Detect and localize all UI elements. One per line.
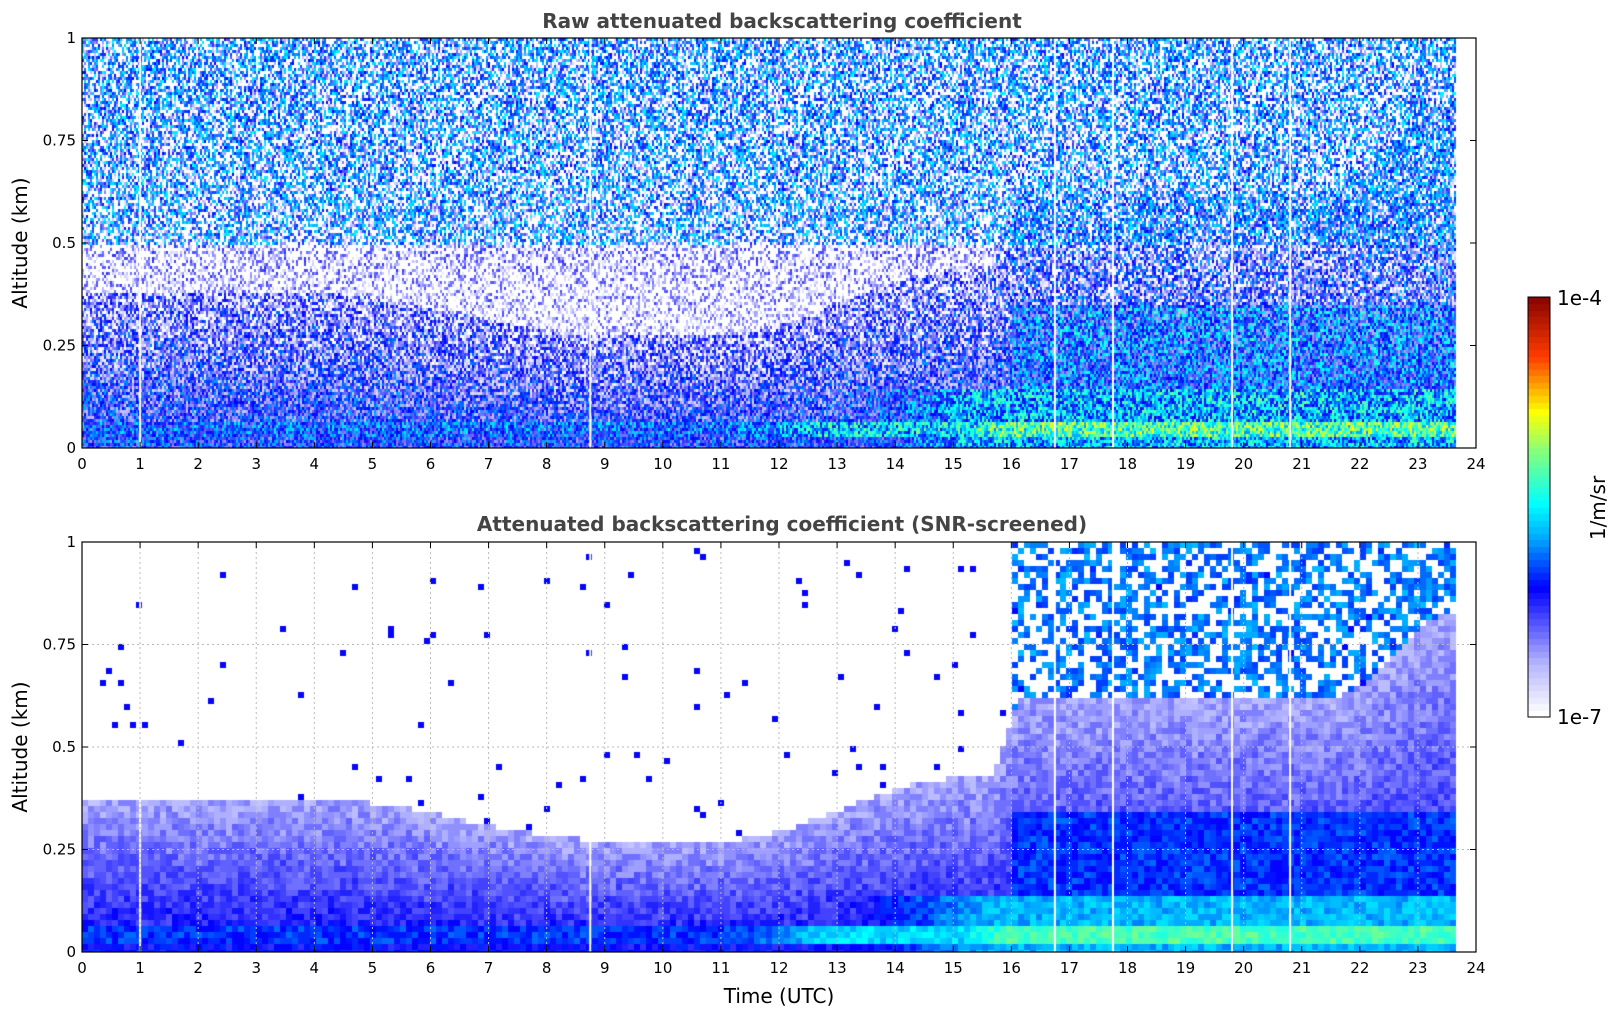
x-tick-label: 21: [1292, 959, 1311, 977]
x-tick-label: 14: [886, 455, 905, 473]
x-tick-label: 14: [886, 959, 905, 977]
y-tick-label: 0.5: [52, 738, 76, 756]
x-tick-label: 3: [251, 455, 261, 473]
x-tick-label: 19: [1176, 455, 1195, 473]
x-tick-label: 4: [310, 455, 320, 473]
colorbar-gradient: [1528, 297, 1550, 717]
x-tick-label: 18: [1118, 959, 1137, 977]
x-tick-label: 9: [600, 455, 610, 473]
x-tick-label: 20: [1234, 959, 1253, 977]
x-tick-label: 15: [944, 455, 963, 473]
x-tick-label: 13: [828, 455, 847, 473]
x-tick-label: 12: [769, 959, 788, 977]
x-tick-label: 10: [653, 959, 672, 977]
x-tick-label: 11: [711, 455, 730, 473]
x-tick-label: 15: [944, 959, 963, 977]
colorbar-min-label: 1e-7: [1557, 705, 1602, 729]
panel-snr-ticks: 0 1 2 3 4 5 6 7 8 9 10 11 12 13 14 15 16 17 18 19 20 21 22 23 24…: [43, 533, 1486, 977]
x-tick-label: 7: [484, 959, 494, 977]
panel-snr-ylabel: Altitude (km): [8, 681, 32, 812]
colorbar-max-label: 1e-4: [1557, 286, 1602, 310]
y-tick-label: 0.25: [43, 337, 76, 355]
x-tick-label: 2: [193, 959, 203, 977]
y-tick-label: 0.5: [52, 234, 76, 252]
panel-raw-ticks: 0 1 2 3 4 5 6 7 8 9 10 11 12 13 14 15 16 17 18 19 20 21 22 23 24…: [43, 29, 1486, 473]
panel-snr-grid: [82, 542, 1476, 952]
y-tick-label: 1: [66, 533, 76, 551]
colorbar-frame: [1527, 296, 1551, 718]
x-tick-label: 1: [135, 455, 145, 473]
y-tick-label: 0: [66, 943, 76, 961]
colorbar: 1e-4 1e-7 1/m/sr: [1527, 286, 1610, 729]
x-tick-label: 7: [484, 455, 494, 473]
x-tick-label: 6: [426, 455, 436, 473]
x-tick-label: 17: [1060, 455, 1079, 473]
colorbar-unit-label: 1/m/sr: [1586, 475, 1610, 540]
x-tick-label: 24: [1466, 959, 1485, 977]
x-tick-label: 6: [426, 959, 436, 977]
x-tick-label: 23: [1408, 959, 1427, 977]
panel-raw-ylabel: Altitude (km): [8, 177, 32, 308]
x-axis-label: Time (UTC): [723, 984, 835, 1008]
x-tick-label: 18: [1118, 455, 1137, 473]
x-tick-label: 0: [77, 455, 87, 473]
x-tick-label: 0: [77, 959, 87, 977]
y-tick-label: 1: [66, 29, 76, 47]
x-tick-label: 5: [368, 959, 378, 977]
panel-raw-image: [82, 38, 1476, 448]
panel-snr: Attenuated backscattering coefficient (S…: [8, 512, 1486, 1008]
x-tick-label: 8: [542, 455, 552, 473]
x-tick-label: 12: [769, 455, 788, 473]
x-tick-label: 13: [828, 959, 847, 977]
x-tick-label: 22: [1350, 455, 1369, 473]
x-tick-label: 11: [711, 959, 730, 977]
y-tick-label: 0.25: [43, 841, 76, 859]
x-tick-label: 9: [600, 959, 610, 977]
x-tick-label: 20: [1234, 455, 1253, 473]
x-tick-label: 16: [1002, 455, 1021, 473]
x-tick-label: 22: [1350, 959, 1369, 977]
y-tick-label: 0.75: [43, 132, 76, 150]
x-tick-label: 8: [542, 959, 552, 977]
x-tick-label: 5: [368, 455, 378, 473]
x-tick-label: 17: [1060, 959, 1079, 977]
panel-raw-title: Raw attenuated backscattering coefficien…: [542, 9, 1022, 33]
x-tick-label: 16: [1002, 959, 1021, 977]
panel-snr-title: Attenuated backscattering coefficient (S…: [477, 512, 1087, 536]
x-tick-label: 21: [1292, 455, 1311, 473]
y-tick-label: 0.75: [43, 636, 76, 654]
x-tick-label: 19: [1176, 959, 1195, 977]
x-tick-label: 2: [193, 455, 203, 473]
x-tick-label: 4: [310, 959, 320, 977]
x-tick-label: 23: [1408, 455, 1427, 473]
x-tick-label: 1: [135, 959, 145, 977]
panel-raw: Raw attenuated backscattering coefficien…: [8, 9, 1486, 473]
x-tick-label: 10: [653, 455, 672, 473]
y-tick-label: 0: [66, 439, 76, 457]
x-tick-label: 3: [251, 959, 261, 977]
x-tick-label: 24: [1466, 455, 1485, 473]
